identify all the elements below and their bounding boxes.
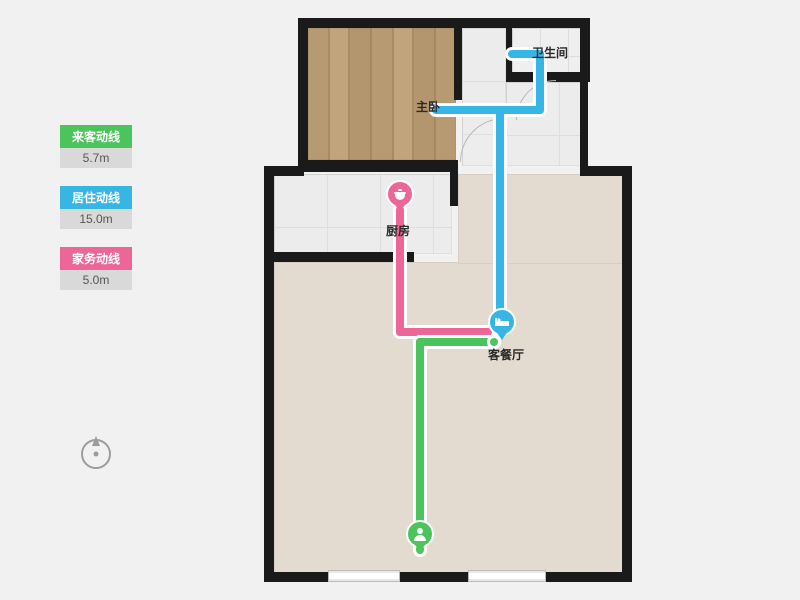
wall	[264, 572, 328, 582]
wall	[580, 78, 588, 172]
route-seg	[416, 338, 498, 346]
wall	[298, 18, 308, 168]
marker-kitchen	[386, 180, 414, 216]
wall	[580, 166, 630, 176]
canvas: 来客动线 5.7m 居住动线 15.0m 家务动线 5.0m 主卧 卫生间厨房客餐…	[0, 0, 800, 600]
wall	[264, 252, 414, 262]
room-bedroom	[308, 28, 456, 160]
compass-icon	[75, 430, 117, 472]
wall	[450, 166, 458, 206]
wall	[298, 160, 458, 172]
room-living-n	[458, 174, 630, 264]
wall	[400, 572, 468, 582]
legend-item-guest: 来客动线 5.7m	[60, 125, 132, 168]
legend-label: 来客动线	[60, 125, 132, 148]
window	[468, 570, 546, 582]
route-seg	[432, 106, 504, 114]
legend-label: 居住动线	[60, 186, 132, 209]
legend-label: 家务动线	[60, 247, 132, 270]
wall	[298, 18, 590, 28]
wall	[264, 166, 274, 580]
wall	[546, 572, 632, 582]
marker-entry	[406, 520, 434, 556]
legend-item-chore: 家务动线 5.0m	[60, 247, 132, 290]
route-seg	[496, 106, 504, 336]
room-label: 厨房	[386, 222, 410, 239]
room-living	[274, 262, 630, 578]
room-kitchen	[274, 174, 452, 254]
wall	[622, 166, 632, 580]
window	[328, 570, 400, 582]
room-label: 卫生间	[532, 44, 568, 61]
legend-item-living: 居住动线 15.0m	[60, 186, 132, 229]
room-label: 客餐厅	[488, 346, 524, 363]
room-label: 主卧	[416, 98, 440, 115]
legend-value: 5.0m	[60, 270, 132, 290]
legend: 来客动线 5.7m 居住动线 15.0m 家务动线 5.0m	[60, 125, 132, 308]
legend-value: 15.0m	[60, 209, 132, 229]
wall	[580, 18, 590, 80]
marker-living	[488, 308, 516, 344]
legend-value: 5.7m	[60, 148, 132, 168]
wall	[454, 24, 462, 100]
floor-plan: 主卧 卫生间厨房客餐厅	[250, 10, 644, 590]
